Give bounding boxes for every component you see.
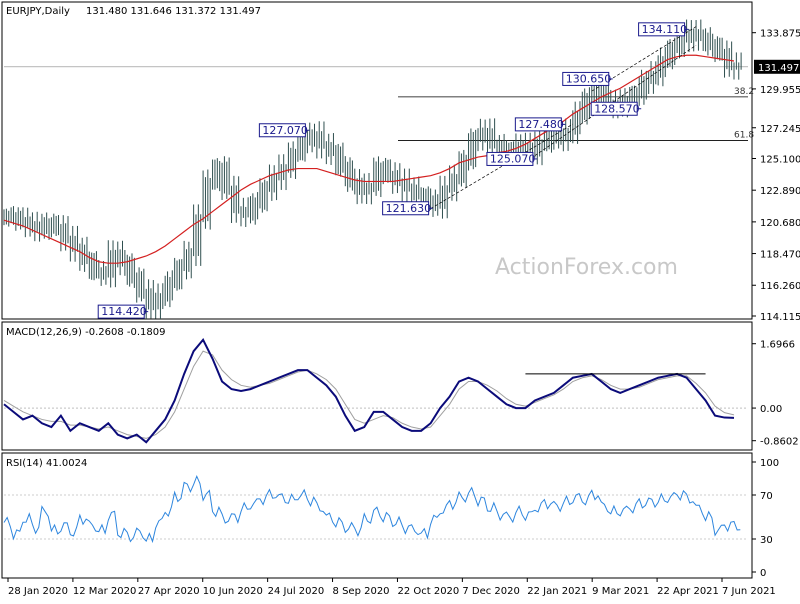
macd-series-group xyxy=(3,337,748,444)
price-series-group: 38.2 61.8 114.420 127.070 121.630 127.480 125.… xyxy=(3,19,754,319)
rsi-line xyxy=(3,475,741,544)
price-annotation-label: 128.570 xyxy=(594,102,640,115)
channel-line xyxy=(534,44,697,156)
rsi-series-group xyxy=(3,475,748,544)
x-axis-label: 27 Apr 2020 xyxy=(138,586,200,597)
x-axis-label: 22 Apr 2021 xyxy=(657,586,719,597)
x-axis-label: 22 Oct 2020 xyxy=(397,586,459,597)
price-axis-label: 129.955 xyxy=(760,85,800,96)
moving-average-line xyxy=(3,54,735,264)
price-annotation-label: 127.070 xyxy=(262,124,308,137)
rsi-label: RSI(14) 41.0024 xyxy=(6,458,87,469)
x-axis-label: 8 Sep 2020 xyxy=(333,586,390,597)
macd-axis-label: -0.8602 xyxy=(760,437,799,448)
macd-axis-label: 0.00 xyxy=(760,404,782,415)
macd-signal-line xyxy=(3,350,735,439)
watermark: ActionForex.com xyxy=(495,255,678,280)
macd-label: MACD(12,26,9) -0.2608 -0.1809 xyxy=(6,327,166,338)
channel-line xyxy=(430,123,574,209)
price-axis-label: 120.680 xyxy=(760,218,800,229)
price-axis-label: 116.260 xyxy=(760,281,800,292)
x-axis-label: 12 Mar 2020 xyxy=(73,586,136,597)
x-axis-label: 7 Jun 2021 xyxy=(722,586,776,597)
price-annotation-label: 127.480 xyxy=(518,118,564,131)
rsi-panel-frame xyxy=(1,452,753,579)
price-annotation-label: 114.420 xyxy=(101,305,147,318)
price-annotation-box xyxy=(486,151,534,166)
x-axis-label: 9 Mar 2021 xyxy=(592,586,649,597)
price-annotation-label: 121.630 xyxy=(386,202,432,215)
x-axis-label: 22 Jan 2021 xyxy=(527,586,587,597)
price-axis-label: 133.875 xyxy=(760,29,800,40)
price-annotation-label: 130.650 xyxy=(566,72,612,85)
x-axis-label: 10 Jun 2020 xyxy=(203,586,263,597)
x-axis-label: 7 Dec 2020 xyxy=(462,586,520,597)
chart-title: EURJPY,Daily xyxy=(6,6,70,17)
rsi-axis-label: 30 xyxy=(760,535,773,546)
price-annotation-label: 134.110 xyxy=(642,23,688,36)
price-annotation-label: 125.070 xyxy=(490,152,535,165)
macd-axis-label: 1.6966 xyxy=(760,340,795,351)
current-price-tag xyxy=(754,59,800,74)
ohlc-header: 131.480 131.646 131.372 131.497 xyxy=(86,6,261,17)
macd-line xyxy=(3,337,735,444)
price-axis-label: 127.245 xyxy=(760,124,800,135)
price-axis-label: 122.890 xyxy=(760,186,800,197)
rsi-axis-label: 70 xyxy=(760,491,773,502)
fib-label: 38.2 xyxy=(734,87,754,97)
price-axis-label: 118.470 xyxy=(760,250,800,261)
current-price-label: 131.497 xyxy=(758,63,799,74)
x-axis-label: 24 Jul 2020 xyxy=(268,586,325,597)
rsi-axis-label: 100 xyxy=(760,458,779,469)
price-axis-label: 114.115 xyxy=(760,312,800,323)
price-axis-label: 125.100 xyxy=(760,155,800,166)
macd-panel-frame xyxy=(1,321,753,451)
axis-group: 133.875 129.955 127.245 125.100 122.890 120.6… xyxy=(7,29,800,597)
fib-label: 61.8 xyxy=(734,131,754,141)
x-axis-label: 28 Jan 2020 xyxy=(8,586,68,597)
price-panel-frame xyxy=(1,1,753,320)
rsi-axis-label: 0 xyxy=(760,568,766,579)
